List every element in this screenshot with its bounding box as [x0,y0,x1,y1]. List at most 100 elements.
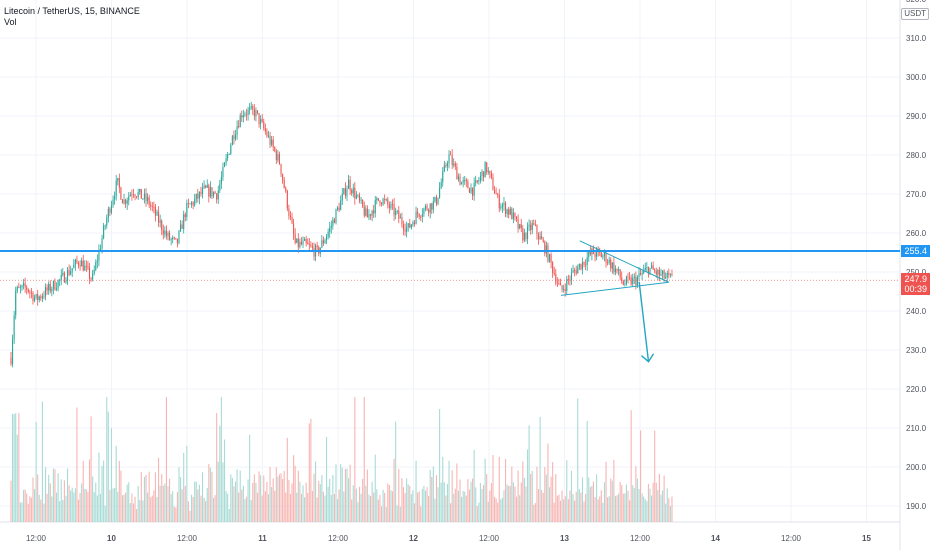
volume-bar [227,493,229,522]
candle-body [12,339,14,365]
candle-body [267,135,270,137]
volume-bar [121,495,124,522]
volume-bar [483,485,485,522]
volume-bar [344,469,346,522]
candle-body [313,247,315,257]
volume-bar [432,466,434,522]
candle-body [431,203,433,210]
candle-body [382,199,384,205]
candle-body [399,217,401,219]
candle-body [44,287,47,297]
symbol-title[interactable]: Litecoin / TetherUS, 15, BINANCE [4,6,140,16]
arrow-head [641,353,655,363]
volume-bar [348,478,350,522]
candle-body [531,223,533,231]
candle-body [76,259,78,263]
candle-body [73,264,75,269]
candle-body [646,267,648,268]
candle-body [27,289,29,292]
candle-body [420,216,422,218]
candle-body [526,226,529,240]
volume-bar [572,494,574,522]
price-tick-label: 300.0 [906,73,927,82]
volume-bar [360,493,362,522]
candle-body [569,279,571,281]
candle-body [446,163,449,167]
candle-body [484,162,486,178]
candle-body [671,274,673,275]
candle-body [82,260,84,271]
volume-bar [666,488,668,522]
volume-bar [307,493,309,522]
volume-bar [222,462,224,522]
candle-body [530,224,532,231]
candle-body [459,176,461,185]
candle-body [258,113,260,124]
candle-body [621,277,623,282]
volume-bar [641,493,643,522]
volume-bar [271,487,273,522]
candle-body [329,227,331,233]
candle-body [241,115,243,118]
candle-body [54,281,56,290]
volume-bar [68,485,70,522]
currency-label[interactable]: USDT [901,8,929,20]
volume-bar [555,474,557,522]
volume-bar [658,473,660,522]
candle-body [495,193,497,195]
candle-body [432,201,434,210]
candle-body [103,225,105,239]
candle-body [330,225,332,228]
volume-bar [286,437,288,522]
candle-body [275,151,277,161]
candle-body [396,210,398,212]
volume-label[interactable]: Vol [4,17,17,27]
candle-body [60,274,62,280]
volume-bar [369,496,372,522]
candle-body [456,166,458,180]
price-tick-label: 240.0 [906,307,927,316]
volume-bar [123,494,125,522]
volume-bar [406,478,408,522]
volume-bar [542,492,544,522]
volume-bar [643,496,645,522]
volume-bar [66,468,69,522]
volume-bar [316,497,318,522]
volume-bar [564,496,566,522]
volume-bar [27,503,29,522]
volume-bar [245,496,248,522]
candle-body [10,357,12,365]
candle-body [572,270,574,273]
price-tick-label: 230.0 [906,346,927,355]
candle-body [106,217,108,226]
candle-body [424,205,427,209]
volume-bar [278,474,281,522]
candle-body [299,241,301,248]
candle-body [636,277,638,286]
candle-body [249,108,251,110]
volume-bar [187,501,189,522]
candle-body [476,180,478,182]
volume-bar [220,397,222,522]
candle-body [374,200,376,214]
volume-bar [563,499,565,522]
volume-bar [544,467,546,522]
candle-body [603,252,606,256]
volume-bar [421,488,423,522]
chart-legend: Litecoin / TetherUS, 15, BINANCE Vol [4,6,140,28]
candle-body [548,254,551,262]
candle-body [134,194,136,197]
candle-body [575,270,577,274]
candle-body [666,272,668,277]
volume-bar [358,486,361,522]
volume-bar [363,397,365,522]
candle-body [145,193,147,201]
volume-bar [654,430,656,522]
volume-bar [205,500,207,522]
volume-bar [440,482,442,522]
volume-bar [272,478,274,522]
volume-bar [627,490,629,522]
volume-bar [151,495,153,522]
